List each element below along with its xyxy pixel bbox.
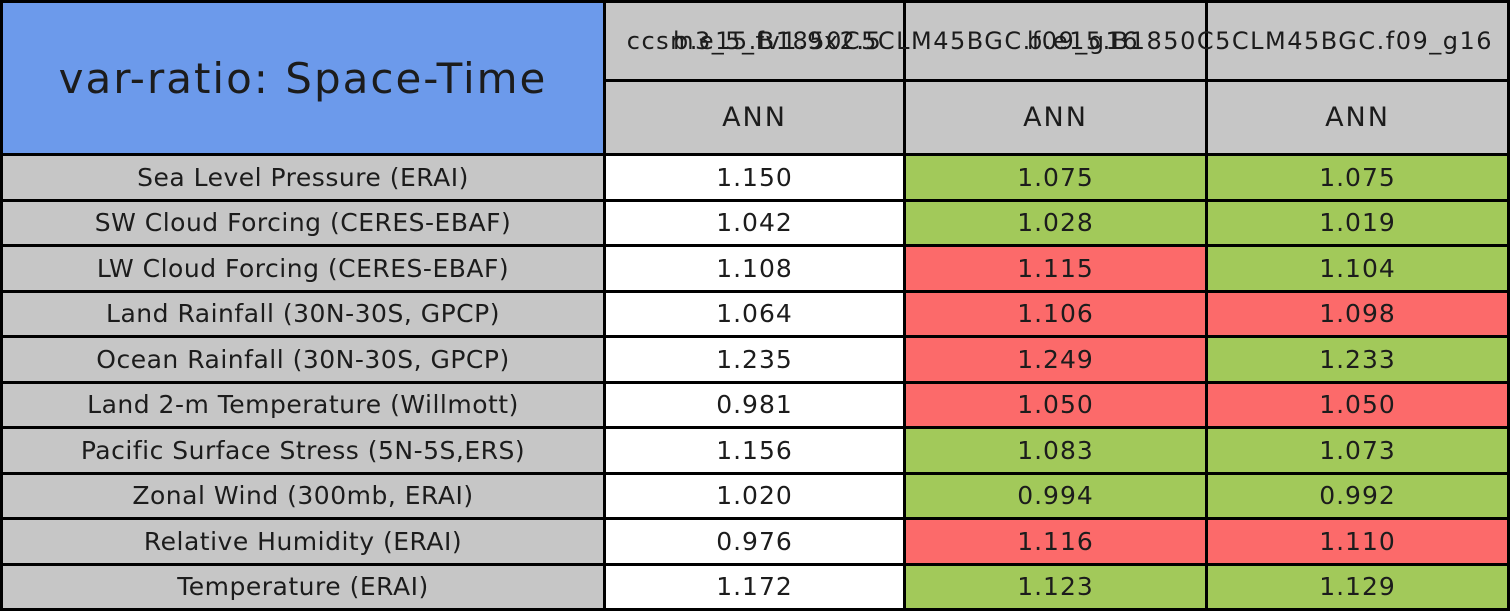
value-text: 1.235 — [716, 344, 793, 374]
value-cell: 1.156 — [606, 429, 903, 472]
row-label: Pacific Surface Stress (5N-5S,ERS) — [3, 429, 603, 472]
value-cell: 1.150 — [606, 156, 903, 199]
value-text: 0.976 — [716, 526, 793, 556]
value-cell: 0.981 — [606, 383, 903, 426]
model-name-3: b.e15.B1850C5CLM45BGC.f09_g16 — [1027, 27, 1494, 55]
value-text: 1.110 — [1319, 526, 1396, 556]
row-variable-text: SW Cloud Forcing (CERES-EBAF) — [94, 208, 512, 238]
value-cell: 1.233 — [1208, 338, 1507, 381]
value-cell: 1.249 — [906, 338, 1205, 381]
row-variable-text: Temperature (ERAI) — [177, 572, 429, 602]
value-cell: 1.172 — [606, 565, 903, 608]
column-header-model-2: b.e15.B1850C5CLM45BGC.f09_g16 — [673, 3, 1205, 79]
value-cell: 1.050 — [1208, 383, 1507, 426]
column-subheader-season-2: ANN — [906, 82, 1205, 153]
column-subheader-season-1: ANN — [606, 82, 903, 153]
value-text: 1.020 — [716, 481, 793, 511]
value-cell: 1.073 — [1208, 429, 1507, 472]
value-cell: 1.108 — [606, 247, 903, 290]
value-cell: 1.042 — [606, 201, 903, 244]
table-title-cell: var-ratio: Space-Time — [3, 3, 603, 153]
value-text: 1.104 — [1319, 253, 1396, 283]
row-label: Temperature (ERAI) — [3, 565, 603, 608]
row-variable-text: Land 2-m Temperature (Willmott) — [87, 390, 519, 420]
value-cell: 0.994 — [906, 474, 1205, 517]
value-cell: 1.104 — [1208, 247, 1507, 290]
value-cell: 1.098 — [1208, 292, 1507, 335]
value-text: 1.129 — [1319, 572, 1396, 602]
column-subheader-season-3: ANN — [1208, 82, 1507, 153]
value-text: 1.073 — [1319, 435, 1396, 465]
value-text: 0.994 — [1017, 481, 1094, 511]
value-cell: 1.123 — [906, 565, 1205, 608]
value-text: 1.116 — [1017, 526, 1094, 556]
value-text: 0.981 — [716, 390, 793, 420]
value-text: 1.050 — [1017, 390, 1094, 420]
row-label: Relative Humidity (ERAI) — [3, 520, 603, 563]
value-text: 1.075 — [1017, 162, 1094, 192]
value-cell: 1.106 — [906, 292, 1205, 335]
value-cell: 0.992 — [1208, 474, 1507, 517]
value-cell: 1.110 — [1208, 520, 1507, 563]
value-cell: 1.235 — [606, 338, 903, 381]
value-text: 1.106 — [1017, 299, 1094, 329]
value-text: 0.992 — [1319, 481, 1396, 511]
value-text: 1.150 — [716, 162, 793, 192]
row-label: Sea Level Pressure (ERAI) — [3, 156, 603, 199]
value-text: 1.083 — [1017, 435, 1094, 465]
value-text: 1.075 — [1319, 162, 1396, 192]
row-label: LW Cloud Forcing (CERES-EBAF) — [3, 247, 603, 290]
row-label: Zonal Wind (300mb, ERAI) — [3, 474, 603, 517]
row-variable-text: Zonal Wind (300mb, ERAI) — [132, 481, 474, 511]
value-text: 1.123 — [1017, 572, 1094, 602]
value-cell: 1.064 — [606, 292, 903, 335]
table-title: var-ratio: Space-Time — [58, 53, 548, 103]
season-label-2: ANN — [1023, 102, 1088, 133]
value-text: 1.042 — [716, 208, 793, 238]
model-name-1: ccsm3_5_fv1.9x2.5 — [626, 27, 883, 55]
row-label: Land Rainfall (30N-30S, GPCP) — [3, 292, 603, 335]
column-header-model-3: b.e15.B1850C5CLM45BGC.f09_g16 — [1027, 3, 1507, 79]
season-label-1: ANN — [722, 102, 787, 133]
value-text: 1.098 — [1319, 299, 1396, 329]
value-cell: 1.115 — [906, 247, 1205, 290]
value-text: 1.108 — [716, 253, 793, 283]
value-text: 1.050 — [1319, 390, 1396, 420]
value-cell: 1.028 — [906, 201, 1205, 244]
value-cell: 1.075 — [906, 156, 1205, 199]
row-variable-text: LW Cloud Forcing (CERES-EBAF) — [96, 253, 510, 283]
value-text: 1.249 — [1017, 344, 1094, 374]
value-text: 1.028 — [1017, 208, 1094, 238]
value-text: 1.233 — [1319, 344, 1396, 374]
value-text: 1.172 — [716, 572, 793, 602]
row-variable-text: Sea Level Pressure (ERAI) — [137, 162, 469, 192]
value-cell: 1.083 — [906, 429, 1205, 472]
row-label: Land 2-m Temperature (Willmott) — [3, 383, 603, 426]
row-variable-text: Land Rainfall (30N-30S, GPCP) — [106, 299, 500, 329]
row-label: Ocean Rainfall (30N-30S, GPCP) — [3, 338, 603, 381]
value-cell: 1.116 — [906, 520, 1205, 563]
value-cell: 1.129 — [1208, 565, 1507, 608]
value-text: 1.115 — [1017, 253, 1094, 283]
value-text: 1.156 — [716, 435, 793, 465]
value-cell: 1.075 — [1208, 156, 1507, 199]
value-cell: 1.020 — [606, 474, 903, 517]
value-cell: 1.050 — [906, 383, 1205, 426]
model-name-2: b.e15.B1850C5CLM45BGC.f09_g16 — [673, 27, 1140, 55]
row-label: SW Cloud Forcing (CERES-EBAF) — [3, 201, 603, 244]
value-text: 1.064 — [716, 299, 793, 329]
column-header-model-1: ccsm3_5_fv1.9x2.5 — [606, 3, 903, 79]
value-text: 1.019 — [1319, 208, 1396, 238]
season-label-3: ANN — [1325, 102, 1390, 133]
value-cell: 0.976 — [606, 520, 903, 563]
value-cell: 1.019 — [1208, 201, 1507, 244]
row-variable-text: Ocean Rainfall (30N-30S, GPCP) — [96, 344, 510, 374]
row-variable-text: Pacific Surface Stress (5N-5S,ERS) — [80, 435, 526, 465]
row-variable-text: Relative Humidity (ERAI) — [143, 526, 463, 556]
